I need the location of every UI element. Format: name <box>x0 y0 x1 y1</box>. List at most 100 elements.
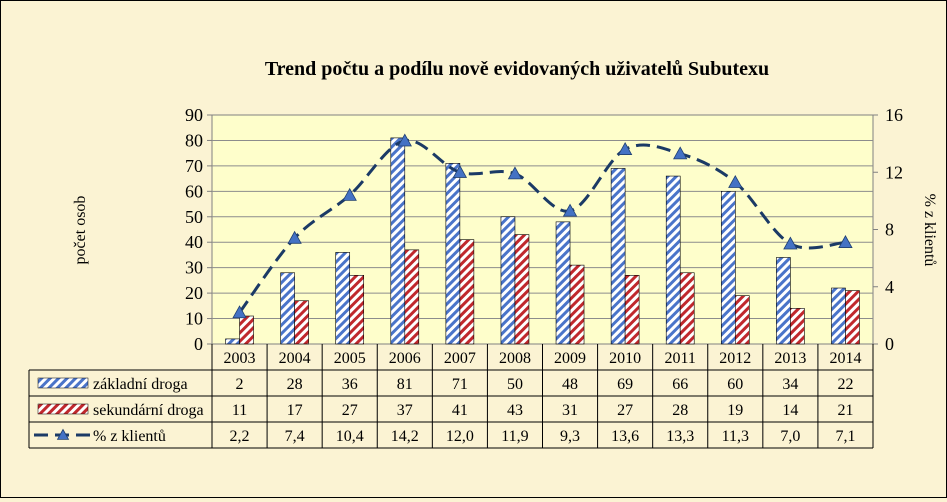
bar-sekundarni-2009 <box>569 264 585 345</box>
data-label-2-2013: 7,0 <box>780 428 800 445</box>
percent-line <box>232 133 853 319</box>
legend-label-1: sekundární droga <box>93 402 204 419</box>
left-tick-label: 60 <box>185 181 203 201</box>
right-tick-label: 8 <box>885 220 894 240</box>
data-label-1-2010: 27 <box>617 402 633 419</box>
data-table: 2003 2004 2005 2006 2007 2008 2009 2010 2011 2012… <box>28 344 874 449</box>
bar-zakladni-2011 <box>665 175 681 345</box>
right-axis-ticks: 0 4 8 12 16 <box>873 105 903 354</box>
bar-sekundarni-2014 <box>845 290 860 345</box>
data-label-2-2007: 12,0 <box>446 428 474 445</box>
data-label-0-2008: 50 <box>507 376 523 393</box>
category-label-2014: 2014 <box>829 350 861 367</box>
left-tick-label: 10 <box>185 309 203 329</box>
percent-marker-2013 <box>783 236 798 250</box>
data-label-1-2012: 19 <box>727 402 743 419</box>
data-label-1-2013: 14 <box>782 402 798 419</box>
bar-zakladni-2005 <box>335 252 351 345</box>
category-label-2007: 2007 <box>444 350 476 367</box>
left-axis-ticks: 0 10 20 30 40 50 60 70 80 90 <box>185 105 212 354</box>
left-tick-label: 80 <box>185 130 203 150</box>
bar-zakladni-2012 <box>720 191 736 345</box>
bar-sekundarni-2010 <box>624 274 640 345</box>
data-label-1-2007: 41 <box>452 402 468 419</box>
data-label-0-2009: 48 <box>562 376 578 393</box>
legend-key-zakladni <box>37 377 89 389</box>
bar-zakladni-2014 <box>831 287 846 345</box>
percent-marker-2010 <box>617 142 633 155</box>
data-label-0-2005: 36 <box>342 376 358 393</box>
data-label-1-2006: 37 <box>397 402 413 419</box>
bar-sekundarni-2003 <box>239 315 254 345</box>
percent-marker-2012 <box>728 174 743 188</box>
data-label-0-2003: 2 <box>236 376 244 393</box>
bar-zakladni-2003 <box>225 338 240 345</box>
bar-sekundarni-2006 <box>404 249 420 345</box>
y-axis-label: počet osob <box>72 196 89 265</box>
chart-title: Trend počtu a podílu nově evidovaných už… <box>265 58 769 80</box>
data-label-2-2006: 14,2 <box>391 428 419 445</box>
category-label-2009: 2009 <box>554 350 586 367</box>
data-label-2-2012: 11,3 <box>722 428 749 445</box>
bar-zakladni-2009 <box>555 221 571 345</box>
percent-marker-2007 <box>452 164 468 178</box>
category-label-2008: 2008 <box>499 350 531 367</box>
data-label-2-2003: 2,2 <box>230 428 250 445</box>
bar-zakladni-2010 <box>610 168 626 345</box>
left-tick-label: 50 <box>185 207 203 227</box>
right-tick-label: 12 <box>885 162 903 182</box>
category-label-2011: 2011 <box>665 350 696 367</box>
left-tick-label: 70 <box>185 156 203 176</box>
percent-marker-2014 <box>838 235 853 248</box>
data-label-1-2014: 21 <box>837 402 853 419</box>
plot-area <box>211 114 874 345</box>
bar-sekundarni-2013 <box>790 308 805 345</box>
data-label-2-2010: 13,6 <box>611 428 639 445</box>
category-label-2010: 2010 <box>609 350 641 367</box>
data-label-0-2006: 81 <box>397 376 413 393</box>
left-tick-label: 20 <box>185 283 203 303</box>
category-label-2004: 2004 <box>279 350 311 367</box>
category-label-2003: 2003 <box>224 350 256 367</box>
percent-marker-2011 <box>673 146 688 160</box>
bar-zakladni-2007 <box>445 163 461 345</box>
left-tick-label: 30 <box>185 258 203 278</box>
data-label-0-2010: 69 <box>617 376 633 393</box>
left-tick-label: 0 <box>194 334 203 354</box>
legend-label-2: % z klientů <box>93 428 166 445</box>
bar-zakladni-2004 <box>280 272 295 345</box>
legend-key-sekundarni <box>37 403 89 415</box>
data-label-0-2004: 28 <box>287 376 303 393</box>
data-label-1-2011: 28 <box>672 402 688 419</box>
percent-marker-2008 <box>507 166 523 180</box>
category-label-2013: 2013 <box>774 350 806 367</box>
data-label-0-2007: 71 <box>452 376 468 393</box>
bar-sekundarni-2012 <box>734 295 750 345</box>
data-label-1-2004: 17 <box>287 402 303 419</box>
data-label-1-2009: 31 <box>562 402 578 419</box>
bar-zakladni-2013 <box>776 257 791 345</box>
data-label-1-2008: 43 <box>507 402 523 419</box>
category-label-2006: 2006 <box>389 350 421 367</box>
percent-marker-2005 <box>342 187 357 201</box>
bar-zakladni-2008 <box>500 216 516 345</box>
data-label-0-2012: 60 <box>727 376 743 393</box>
bars <box>225 137 860 345</box>
data-label-2-2014: 7,1 <box>835 428 855 445</box>
left-tick-label: 40 <box>185 232 203 252</box>
percent-marker-2004 <box>287 230 302 244</box>
percent-marker-2009 <box>562 203 578 217</box>
data-label-2-2004: 7,4 <box>285 428 305 445</box>
category-label-2012: 2012 <box>719 350 751 367</box>
right-tick-label: 4 <box>885 277 894 297</box>
data-label-2-2011: 13,3 <box>666 428 694 445</box>
percent-marker-2006 <box>397 133 412 147</box>
data-label-2-2008: 11,9 <box>501 428 528 445</box>
bar-sekundarni-2004 <box>294 300 309 345</box>
y2-axis-label: % z klientů <box>921 194 938 267</box>
bar-sekundarni-2005 <box>349 274 365 345</box>
bar-sekundarni-2011 <box>679 272 695 345</box>
right-tick-label: 0 <box>885 334 894 354</box>
legend-label-0: základní droga <box>93 376 188 393</box>
